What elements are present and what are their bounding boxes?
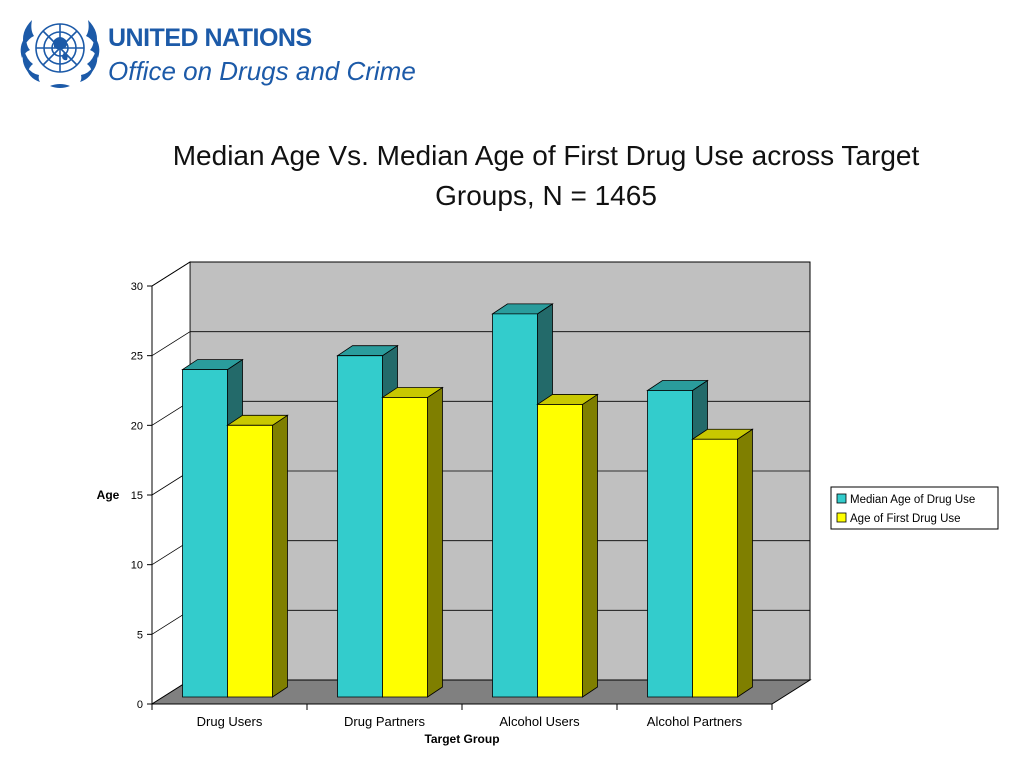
y-axis-label: Age [97,488,120,502]
y-tick-label: 20 [131,420,143,432]
bar-front [647,390,693,698]
bar [691,428,754,698]
bar-side [737,428,753,698]
bar-front [227,424,273,698]
org-subtitle: Office on Drugs and Crime [108,56,416,86]
y-tick-label: 0 [137,699,143,711]
x-axis-label: Target Group [424,732,499,746]
bar [381,386,444,698]
bar-front [692,438,738,698]
y-tick-label: 25 [131,351,143,363]
bar-front [337,355,383,698]
gridline-side [151,261,191,287]
y-tick-label: 10 [131,560,143,572]
x-tick-label: Drug Users [197,714,263,729]
gridline-side [151,331,191,357]
bar-front [182,369,228,698]
bar-side [272,414,288,698]
un-emblem-logo [20,20,100,88]
legend-swatch [836,512,847,523]
bar-side [427,386,443,698]
org-name: UNITED NATIONS [108,24,312,52]
bar-front [492,313,538,698]
bar-front [537,404,583,698]
y-tick-label: 5 [137,629,143,641]
legend-label: Age of First Drug Use [850,513,961,525]
bar [536,393,599,698]
x-tick-label: Drug Partners [344,714,425,729]
bar [226,414,289,698]
legend-swatch [836,493,847,504]
chart-title: Median Age Vs. Median Age of First Drug … [172,140,920,211]
legend [830,486,999,530]
x-tick-label: Alcohol Users [499,714,580,729]
legend-label: Median Age of Drug Use [850,494,975,506]
bar-front [382,397,428,698]
y-tick-label: 15 [131,490,143,502]
bar-side [582,393,598,698]
y-tick-label: 30 [131,281,143,293]
x-tick-label: Alcohol Partners [647,714,743,729]
